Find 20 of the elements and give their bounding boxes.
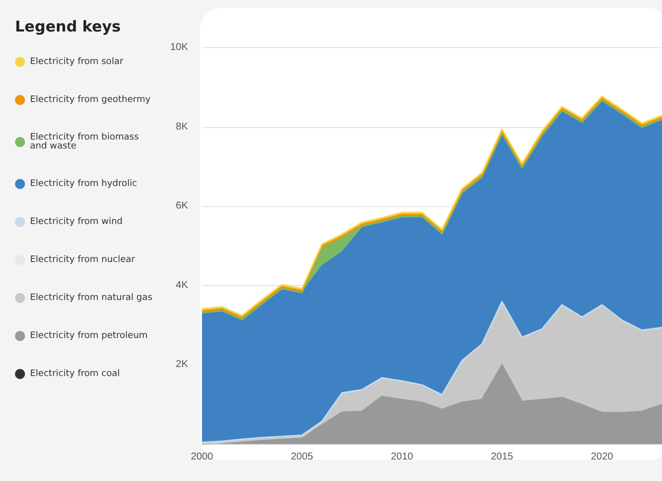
x-tick-label: 2005 — [290, 452, 314, 462]
legend-label: Electricity from wind — [30, 217, 123, 227]
legend-title: Legend keys — [15, 18, 121, 36]
legend-label: Electricity from hydrolic — [30, 179, 138, 189]
legend-label: Electricity from geothermy — [30, 95, 152, 105]
x-tick-label: 2015 — [490, 452, 514, 462]
x-tick-label: 2000 — [190, 452, 214, 462]
legend-label: Electricity from solar — [30, 57, 124, 67]
y-tick-label: 8K — [176, 121, 188, 132]
legend-label: Electricity from petroleum — [30, 331, 148, 341]
legend-label: Electricity from coal — [30, 369, 120, 379]
y-tick-label: 6K — [176, 200, 188, 212]
y-tick-label: 10K — [170, 42, 188, 54]
y-tick-label: 2K — [176, 359, 188, 370]
y-tick-label: 4K — [176, 280, 188, 291]
x-tick-label: 2010 — [390, 452, 414, 462]
legend-label: Electricity from biomass and waste — [30, 132, 142, 152]
x-tick-label: 2020 — [590, 452, 614, 462]
legend-label: Electricity from nuclear — [30, 255, 136, 265]
legend-label: Electricity from natural gas — [30, 293, 153, 303]
